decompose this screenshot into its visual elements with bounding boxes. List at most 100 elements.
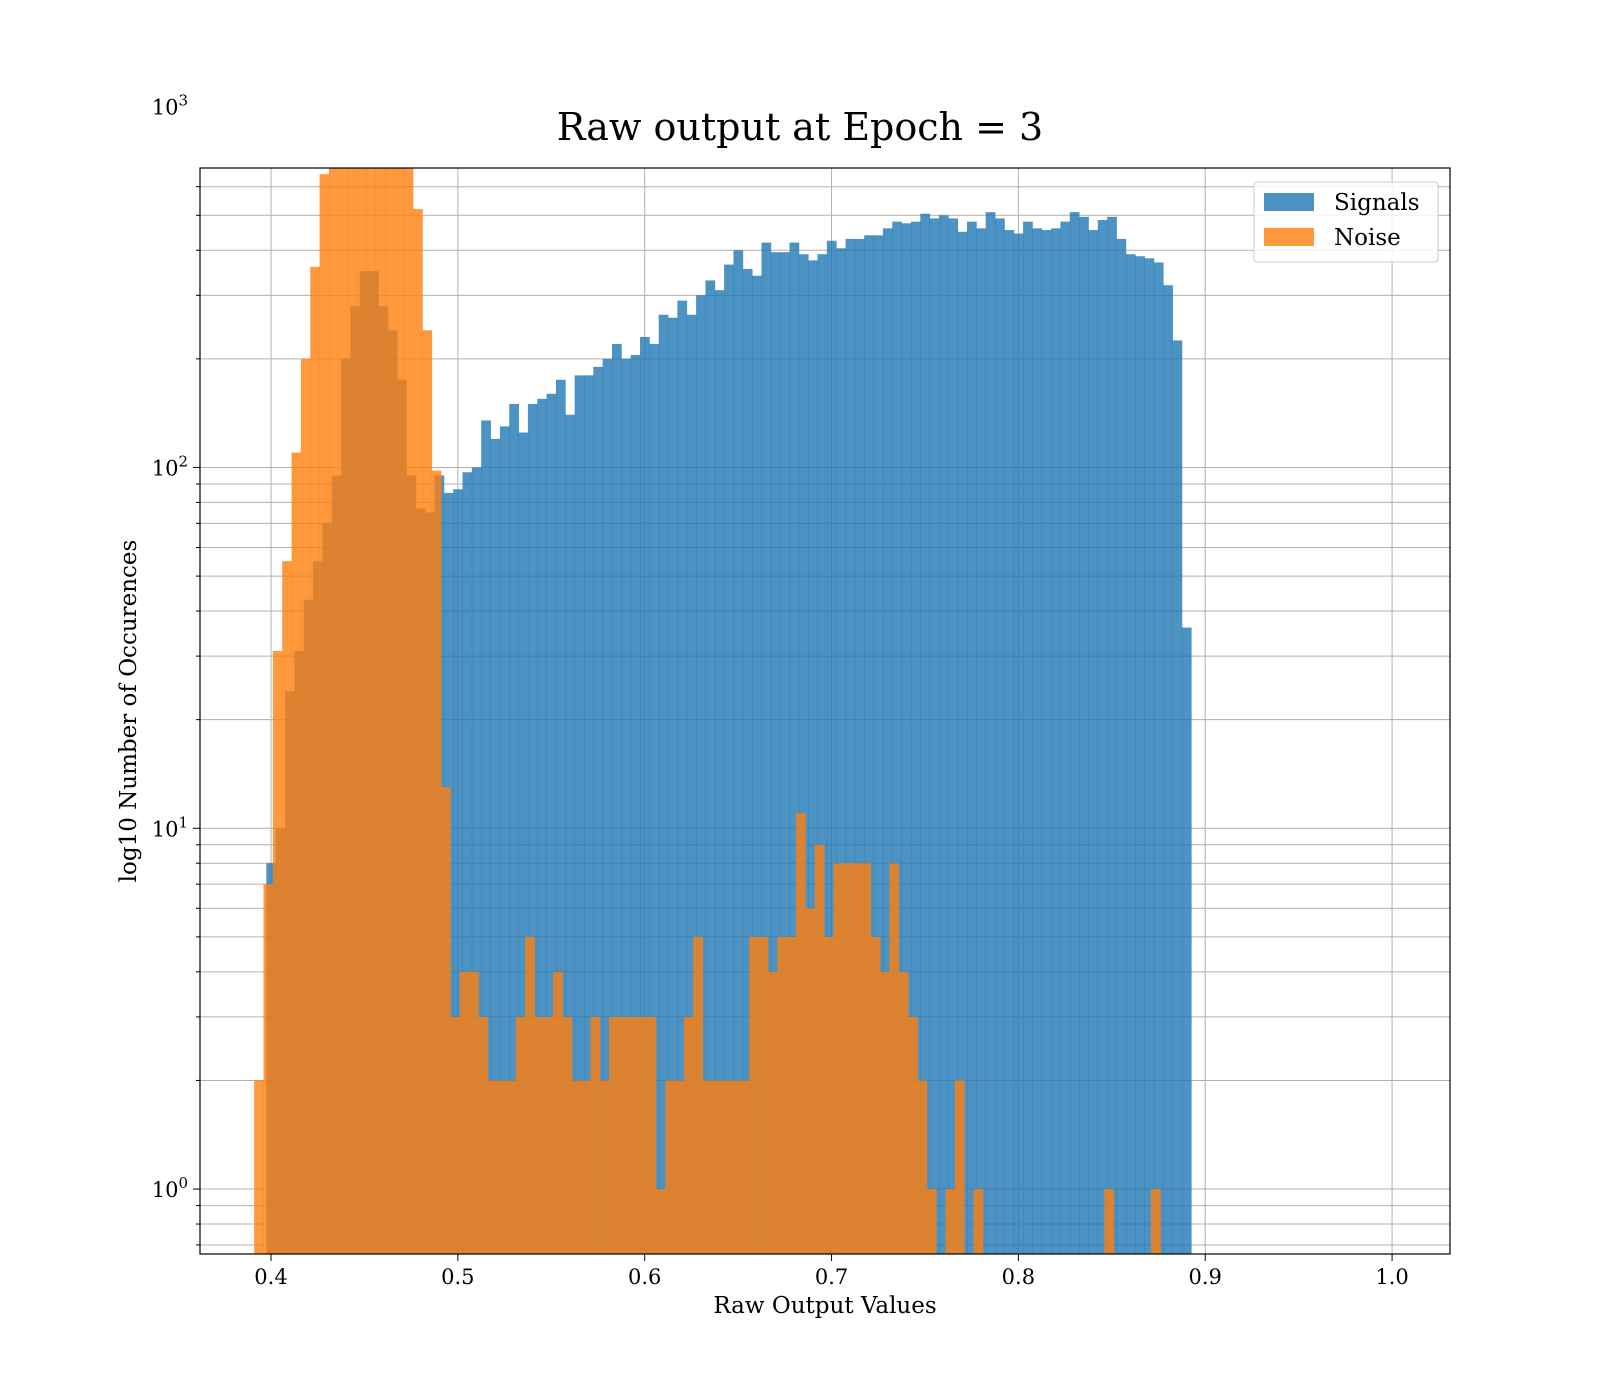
signals-bar <box>976 228 987 1255</box>
x-tick-label: 0.8 <box>1002 1265 1035 1289</box>
noise-bar <box>487 1080 498 1254</box>
signals-bar <box>471 467 482 1255</box>
signals-bar <box>995 218 1005 1255</box>
noise-bar <box>749 936 760 1254</box>
signals-bar <box>537 398 547 1254</box>
signals-bar <box>1116 238 1127 1254</box>
noise-bar <box>824 936 834 1254</box>
noise-bar <box>665 1080 675 1254</box>
noise-bar <box>562 1016 573 1254</box>
chart-title: Raw output at Epoch = 3 <box>557 105 1043 149</box>
noise-bar <box>300 358 311 1255</box>
signals-bar <box>1004 230 1015 1255</box>
noise-bar <box>515 1016 526 1254</box>
signals-bar <box>1153 262 1164 1255</box>
noise-bar <box>637 1016 647 1254</box>
signals-bar <box>1163 285 1173 1255</box>
signals-bar <box>1125 254 1136 1254</box>
noise-bar <box>730 1080 741 1254</box>
signals-bar <box>929 218 940 1255</box>
noise-bar <box>861 863 872 1254</box>
signals-bar <box>826 240 837 1255</box>
signals-bar <box>593 366 604 1254</box>
noise-bar <box>917 1080 928 1254</box>
noise-bar <box>506 1080 517 1254</box>
signals-bar <box>789 242 800 1255</box>
x-tick-label: 0.5 <box>441 1265 474 1289</box>
noise-bar <box>356 168 367 1254</box>
signals-bar <box>817 254 828 1254</box>
signals-bar <box>845 238 856 1254</box>
noise-bar <box>618 1016 629 1254</box>
noise-bar <box>553 971 563 1254</box>
signals-bar <box>565 414 576 1254</box>
signals-bar <box>1060 221 1071 1254</box>
signals-bar <box>574 375 585 1254</box>
signals-bar <box>901 223 912 1254</box>
signals-bar <box>780 252 790 1254</box>
noise-bar <box>310 266 320 1254</box>
signals-bar <box>808 260 818 1255</box>
signals-bar <box>555 379 566 1254</box>
noise-bar <box>441 787 451 1254</box>
signals-bar <box>742 268 753 1254</box>
noise-bar <box>1104 1189 1115 1254</box>
noise-bar <box>926 1189 937 1254</box>
noise-bar <box>898 971 909 1254</box>
signals-bar <box>770 252 781 1254</box>
noise-bar <box>852 863 862 1254</box>
signals-bar <box>761 242 772 1255</box>
x-axis-label: Raw Output Values <box>713 1293 936 1319</box>
signals-bar <box>490 438 501 1254</box>
noise-bar <box>328 168 339 1254</box>
signals-bar <box>1088 230 1099 1255</box>
noise-bar <box>796 813 806 1254</box>
signals-bar <box>546 393 557 1254</box>
noise-bar <box>282 561 292 1254</box>
signals-bar <box>724 264 734 1255</box>
noise-bar <box>842 863 853 1254</box>
noise-bar <box>469 971 479 1254</box>
noise-bar <box>693 936 704 1254</box>
noise-bar <box>384 168 395 1254</box>
x-tick-label: 0.4 <box>254 1265 287 1289</box>
noise-bar <box>768 971 778 1254</box>
signals-bar <box>481 420 491 1254</box>
noise-bar <box>431 470 442 1254</box>
signals-bar <box>1181 627 1192 1254</box>
x-tick-label: 0.9 <box>1189 1265 1222 1289</box>
noise-bar <box>319 174 330 1254</box>
signals-bar <box>873 235 884 1254</box>
noise-bar <box>889 863 900 1254</box>
signals-bar <box>527 403 538 1254</box>
noise-bar <box>375 168 386 1254</box>
noise-bar <box>973 1189 984 1254</box>
noise-bar <box>786 936 797 1254</box>
noise-bar <box>366 168 377 1254</box>
signals-bar <box>733 250 744 1255</box>
noise-bar <box>833 863 844 1254</box>
noise-bar <box>338 168 349 1254</box>
legend-label-signals: Signals <box>1334 190 1420 216</box>
signals-bar <box>668 317 678 1254</box>
signals-bar <box>752 275 762 1255</box>
noise-bar <box>870 936 881 1254</box>
signals-bar <box>583 375 594 1254</box>
noise-bar <box>543 1016 554 1254</box>
y-axis-label: log10 Number of Occurences <box>116 540 142 883</box>
signals-bar <box>854 238 865 1254</box>
x-tick-label: 0.7 <box>815 1265 848 1289</box>
noise-bar <box>254 1080 264 1254</box>
noise-bar <box>525 936 535 1254</box>
noise-bar <box>272 650 283 1254</box>
x-tick-label: 0.6 <box>628 1265 661 1289</box>
noise-bar <box>814 844 825 1254</box>
signals-bar <box>957 231 968 1254</box>
signals-bar <box>640 336 650 1254</box>
signals-bar <box>967 221 977 1254</box>
noise-bar <box>459 971 470 1254</box>
signals-bar <box>864 235 874 1254</box>
noise-bar <box>908 1016 918 1254</box>
noise-bar <box>954 1080 965 1254</box>
signals-bar <box>1069 212 1080 1254</box>
